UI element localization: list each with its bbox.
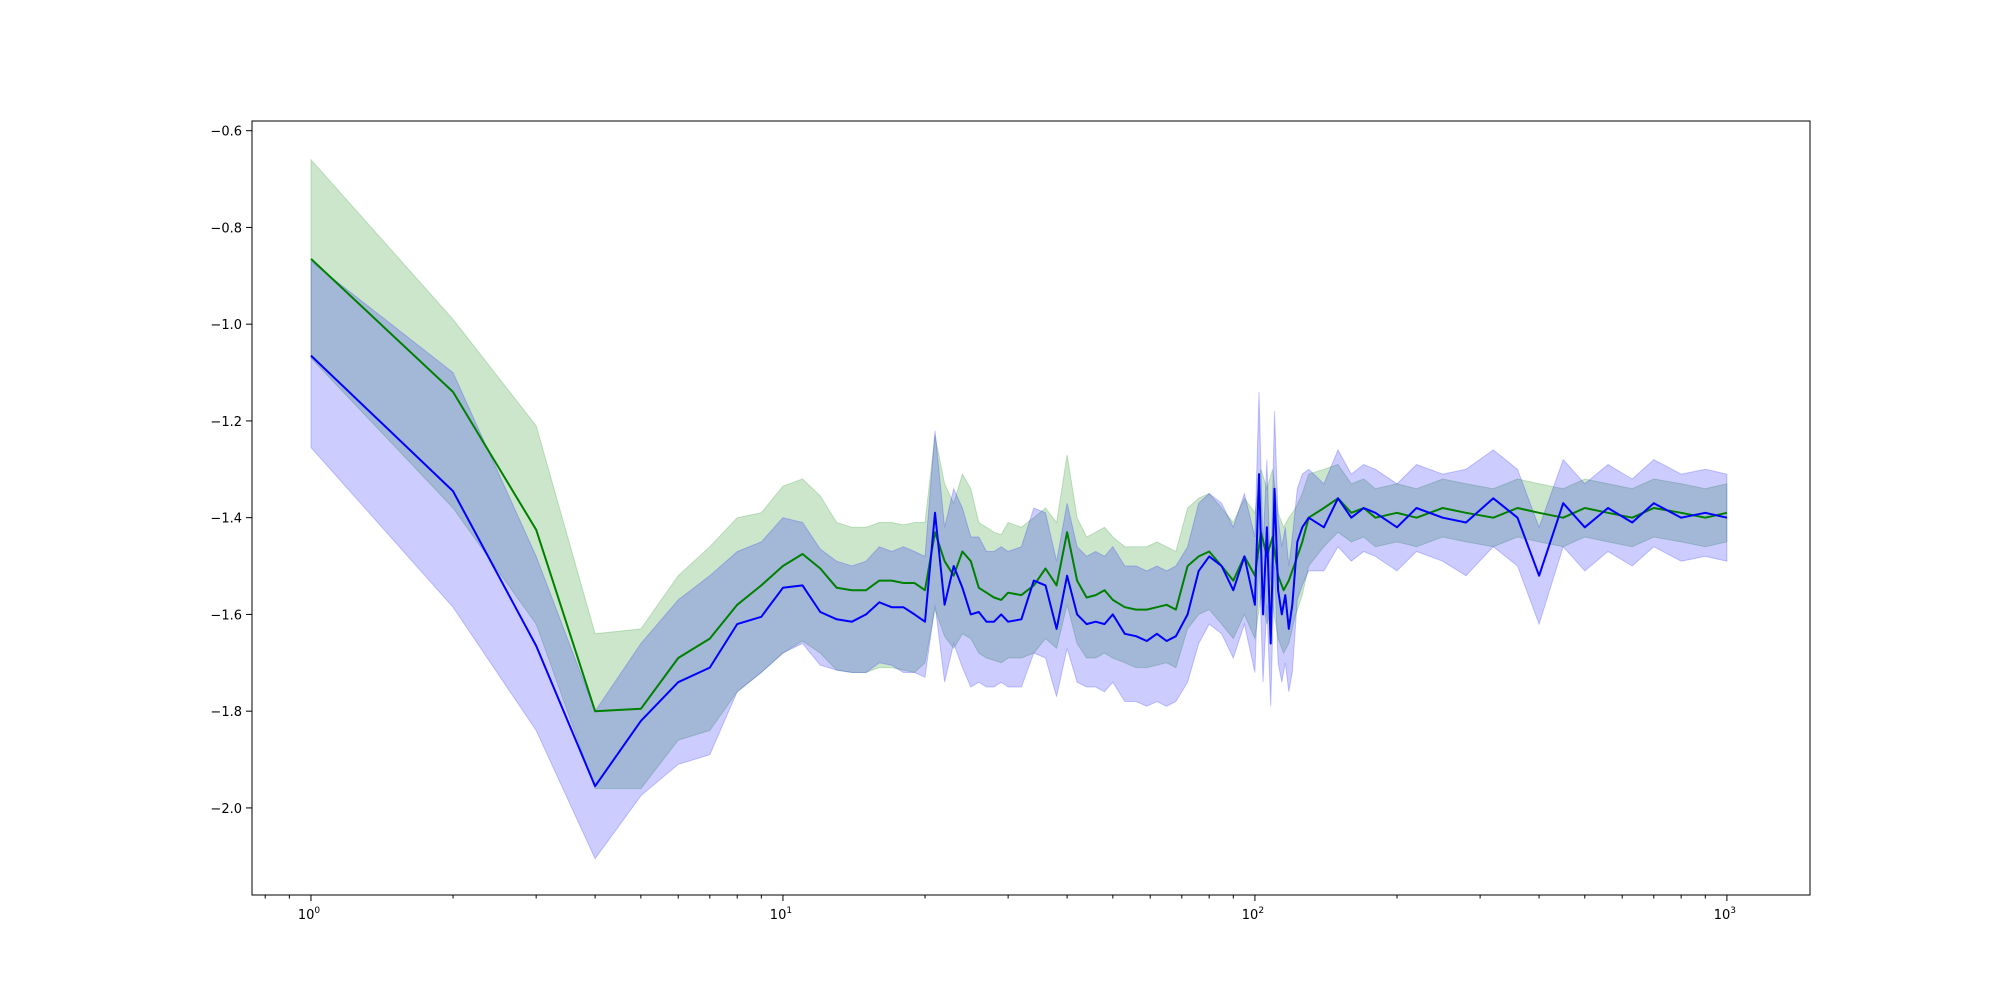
series-lines <box>310 258 1728 788</box>
y-tick-label: −1.6 <box>210 608 242 623</box>
x-tick-label: 101 <box>770 906 792 923</box>
x-tick-label: 103 <box>1714 906 1736 923</box>
plot-frame <box>251 120 1811 896</box>
series-2-band <box>310 260 1728 860</box>
y-tick-label: −0.8 <box>210 221 242 236</box>
confidence-bands <box>310 158 1728 860</box>
y-tick-label: −1.2 <box>210 415 242 430</box>
series-1-line <box>310 258 1728 713</box>
y-axis: −0.6 −0.8 −1.0 −1.2 −1.4 −1.6 −1.8 −2.0 <box>210 125 252 817</box>
x-axis: 100 101 102 103 <box>264 895 1736 923</box>
series-1-band <box>310 158 1728 790</box>
y-tick-label: −1.8 <box>210 705 242 720</box>
y-tick-label: −0.6 <box>210 125 242 140</box>
series-2-line <box>310 354 1728 788</box>
x-tick-label: 102 <box>1242 906 1264 923</box>
y-tick-label: −1.4 <box>210 512 242 527</box>
y-tick-label: −1.0 <box>210 318 242 333</box>
x-tick-label: 100 <box>298 906 321 923</box>
y-tick-label: −2.0 <box>210 802 242 817</box>
